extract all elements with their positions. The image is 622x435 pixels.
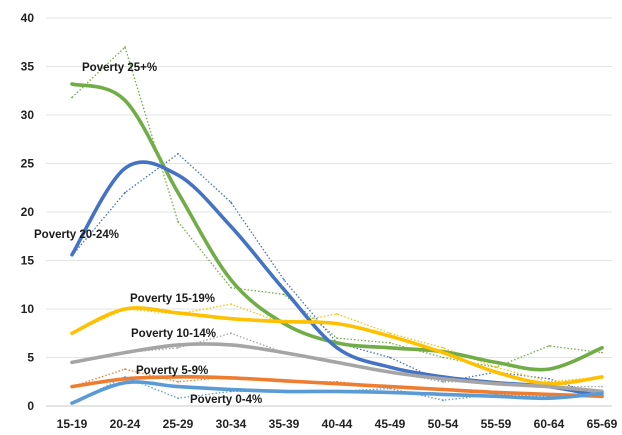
series-label-poverty-15-19: Poverty 15-19% bbox=[130, 293, 215, 305]
observed-point-poverty-0-4 bbox=[442, 399, 444, 402]
observed-point-poverty-15-19 bbox=[495, 366, 497, 369]
observed-point-poverty-15-19 bbox=[230, 303, 232, 305]
observed-line-poverty-25plus bbox=[71, 45, 603, 368]
observed-point-poverty-0-4 bbox=[177, 397, 179, 400]
observed-point-poverty-10-14 bbox=[177, 346, 179, 349]
observed-point-poverty-20-24 bbox=[548, 377, 550, 380]
series-label-poverty-0-4: Poverty 0-4% bbox=[190, 394, 262, 406]
y-tick-label: 20 bbox=[21, 205, 35, 219]
trend-line-poverty-15-19 bbox=[70, 306, 604, 386]
observed-point-poverty-10-14 bbox=[230, 332, 232, 335]
y-tick-label: 25 bbox=[21, 157, 35, 171]
observed-point-poverty-10-14 bbox=[442, 380, 444, 383]
observed-point-poverty-25plus bbox=[283, 293, 285, 296]
y-tick-label: 40 bbox=[21, 11, 35, 25]
observed-point-poverty-25plus bbox=[389, 342, 391, 344]
trend-line-poverty-25plus bbox=[70, 82, 604, 372]
observed-point-poverty-10-14 bbox=[601, 385, 603, 388]
observed-line-poverty-20-24 bbox=[71, 152, 603, 397]
x-tick-label: 30-34 bbox=[216, 417, 247, 431]
series-label-poverty-10-14: Poverty 10-14% bbox=[131, 328, 216, 340]
observed-point-poverty-20-24 bbox=[230, 201, 232, 204]
y-tick-label: 15 bbox=[21, 254, 35, 268]
x-tick-label: 60-64 bbox=[534, 417, 565, 431]
observed-point-poverty-25plus bbox=[601, 351, 603, 354]
x-tick-label: 35-39 bbox=[269, 417, 300, 431]
series-label-poverty-5-9: Poverty 5-9% bbox=[136, 365, 208, 377]
series-labels: Poverty 25+% Poverty 20-24% Poverty 15-1… bbox=[34, 62, 262, 406]
observed-point-poverty-25plus bbox=[548, 345, 550, 347]
series-label-poverty-20-24: Poverty 20-24% bbox=[34, 229, 119, 241]
y-tick-label: 0 bbox=[27, 399, 34, 413]
observed-point-poverty-25plus bbox=[124, 46, 126, 48]
trend-line-poverty-10-14 bbox=[70, 342, 604, 394]
series-label-poverty-25plus: Poverty 25+% bbox=[82, 62, 157, 74]
observed-point-poverty-15-19 bbox=[442, 346, 444, 349]
observed-point-poverty-20-24 bbox=[389, 356, 391, 359]
y-tick-label: 5 bbox=[27, 351, 34, 365]
observed-point-poverty-20-24 bbox=[124, 191, 126, 194]
observed-point-poverty-25plus bbox=[442, 356, 444, 359]
y-tick-label: 35 bbox=[21, 60, 35, 74]
observed-point-poverty-25plus bbox=[71, 96, 73, 99]
trend-line-poverty-5-9 bbox=[70, 375, 604, 399]
observed-point-poverty-20-24 bbox=[177, 152, 179, 155]
trend-line-poverty-0-4 bbox=[70, 380, 604, 405]
observed-point-poverty-25plus bbox=[336, 337, 338, 339]
x-tick-label: 15-19 bbox=[57, 417, 88, 431]
observed-point-poverty-5-9 bbox=[177, 380, 179, 383]
x-tick-label: 55-59 bbox=[481, 417, 512, 431]
x-tick-label: 20-24 bbox=[110, 417, 141, 431]
observed-point-poverty-15-19 bbox=[336, 313, 338, 315]
x-tick-label: 65-69 bbox=[587, 417, 618, 431]
x-axis-ticks: 15-19 20-24 25-29 30-34 35-39 40-44 45-49 50-54… bbox=[57, 417, 618, 431]
x-tick-label: 45-49 bbox=[375, 417, 406, 431]
observed-point-poverty-25plus bbox=[177, 220, 179, 223]
observed-point-poverty-25plus bbox=[230, 286, 232, 289]
trend-series bbox=[70, 82, 604, 405]
observed-point-poverty-15-19 bbox=[389, 332, 391, 335]
y-tick-label: 10 bbox=[21, 302, 35, 316]
observed-point-poverty-5-9 bbox=[124, 368, 126, 370]
observed-series bbox=[71, 45, 603, 404]
observed-point-poverty-20-24 bbox=[283, 279, 285, 281]
x-tick-label: 40-44 bbox=[322, 417, 353, 431]
x-tick-label: 50-54 bbox=[428, 417, 459, 431]
y-tick-label: 30 bbox=[21, 108, 35, 122]
x-tick-label: 25-29 bbox=[163, 417, 194, 431]
y-axis-ticks: 0 5 10 15 20 25 30 35 40 bbox=[21, 11, 35, 413]
